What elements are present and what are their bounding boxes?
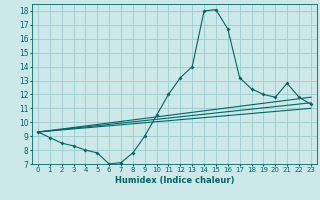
X-axis label: Humidex (Indice chaleur): Humidex (Indice chaleur) <box>115 176 234 185</box>
